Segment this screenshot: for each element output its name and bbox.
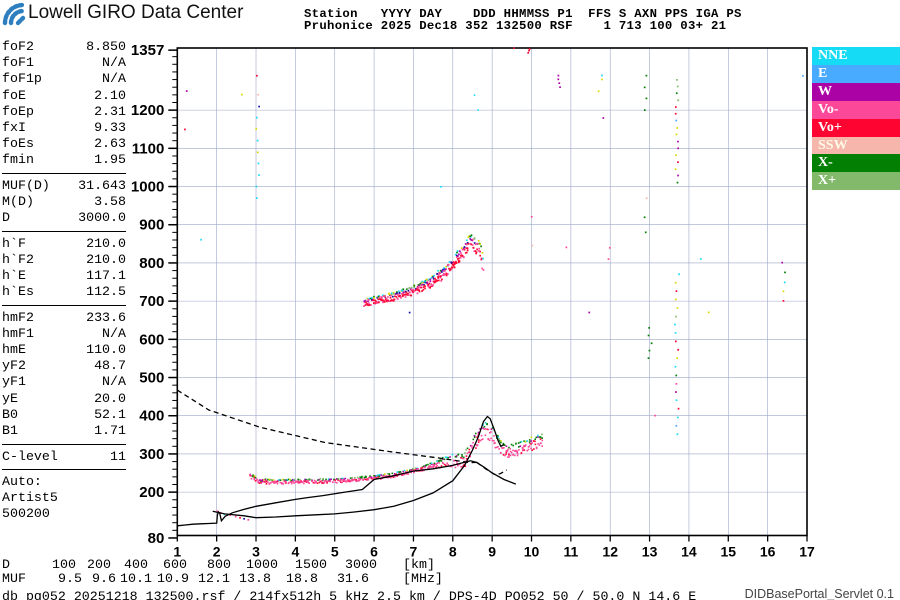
svg-text:17: 17 (799, 544, 815, 560)
svg-text:600: 600 (139, 331, 164, 348)
svg-text:700: 700 (139, 293, 164, 310)
svg-text:500: 500 (139, 370, 164, 387)
svg-text:15: 15 (720, 544, 736, 560)
svg-text:13: 13 (642, 544, 658, 560)
svg-text:1100: 1100 (132, 140, 165, 157)
svg-text:5: 5 (331, 544, 339, 560)
svg-text:12: 12 (602, 544, 618, 560)
svg-text:80: 80 (148, 530, 165, 547)
svg-text:8: 8 (449, 544, 457, 560)
svg-text:9: 9 (488, 544, 496, 560)
svg-text:14: 14 (681, 544, 697, 560)
svg-text:300: 300 (139, 446, 164, 463)
svg-text:10: 10 (524, 544, 540, 560)
svg-text:11: 11 (563, 544, 578, 560)
svg-text:16: 16 (760, 544, 776, 560)
svg-text:800: 800 (139, 255, 164, 272)
svg-text:1200: 1200 (131, 102, 164, 119)
svg-text:900: 900 (139, 217, 164, 234)
svg-text:200: 200 (139, 484, 164, 501)
svg-text:1000: 1000 (131, 179, 164, 196)
svg-text:400: 400 (139, 408, 164, 425)
svg-text:1357: 1357 (131, 42, 164, 59)
